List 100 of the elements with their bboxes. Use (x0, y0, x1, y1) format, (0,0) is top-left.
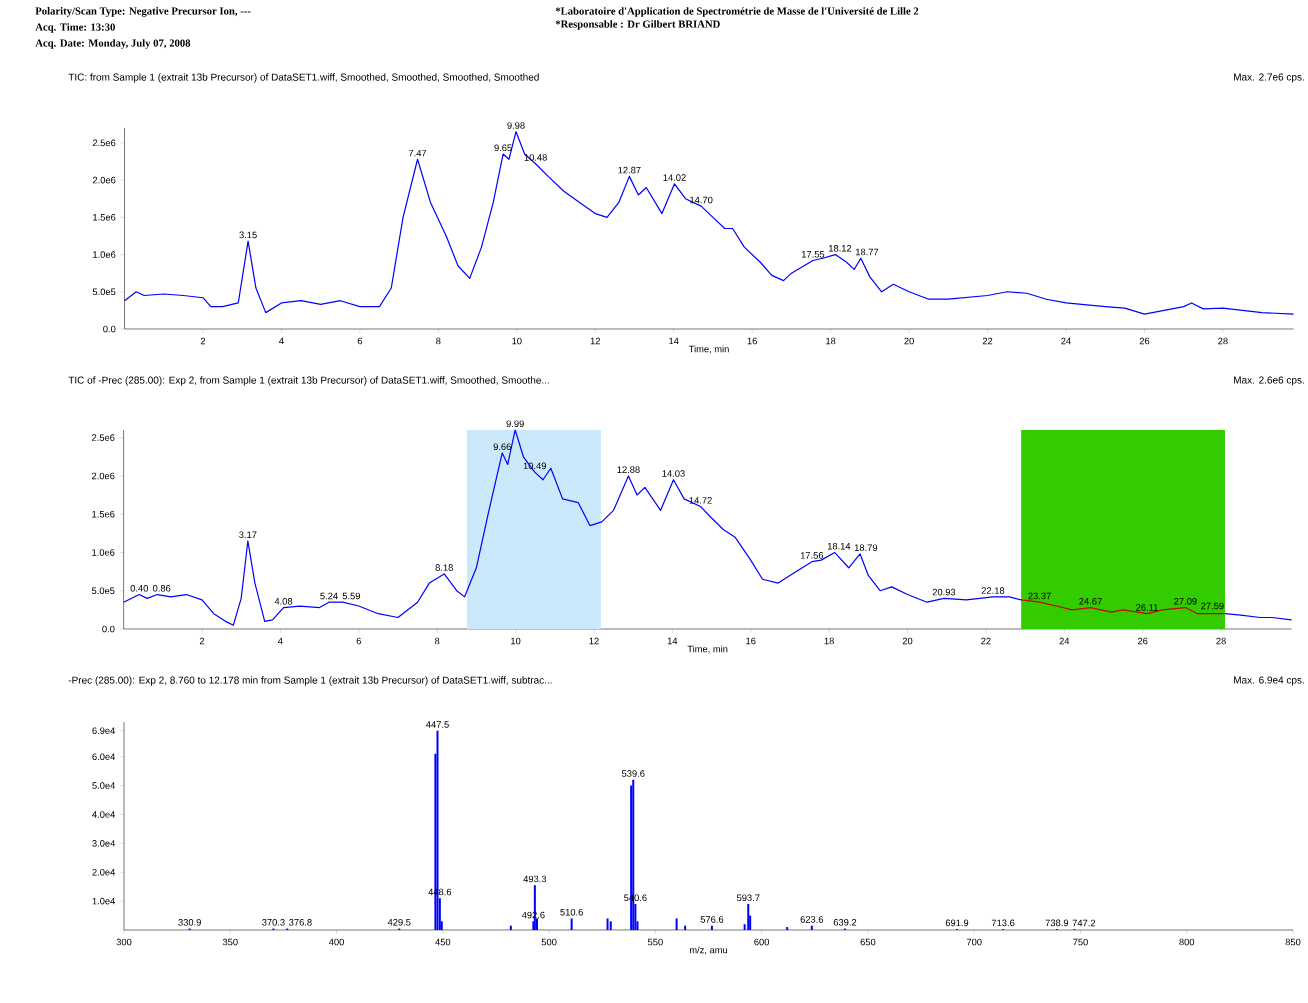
x-axis-title: Time, min (688, 345, 729, 354)
x-tick-label: 850 (1285, 938, 1301, 946)
bar (747, 904, 750, 930)
annotation: 713.6 (991, 919, 1015, 927)
chart-subtitle: Max. 2.7e6 cps. (1234, 73, 1304, 83)
x-tick-label: 750 (1073, 938, 1088, 946)
annotation: 14.72 (689, 497, 712, 504)
chart-title: -Prec (285.00): Exp 2, 8.760 to 12.178 min from Sample 1 (extrait 13b Precursor) of DataSET1.wiff, subtrac... (68, 676, 552, 686)
annotation: 14.03 (662, 470, 685, 477)
annotation: 593.7 (736, 894, 760, 902)
line-series (1020, 599, 1226, 615)
x-tick-label: 20 (902, 637, 913, 645)
bar (606, 918, 609, 930)
x-tick-label: 18 (826, 337, 836, 345)
x-tick-label: 700 (966, 938, 982, 946)
x-tick-label: 450 (435, 938, 451, 946)
x-tick-label: 24 (1061, 337, 1071, 345)
x-tick-label: 2 (200, 337, 206, 345)
x-tick-label: 22 (982, 337, 993, 345)
x-tick-label: 6 (357, 337, 363, 345)
x-tick-label: 400 (328, 938, 344, 946)
text: Acq. Time: 13:30 (35, 23, 115, 33)
x-tick-label: 14 (667, 637, 678, 645)
annotation: 510.6 (560, 908, 583, 916)
annotation: 623.6 (800, 916, 824, 923)
x-tick-label: 12 (590, 337, 600, 345)
x-tick-label: 300 (116, 938, 132, 946)
bar (609, 921, 612, 930)
x-tick-label: 4 (279, 337, 284, 345)
x-tick-label: 8 (434, 637, 440, 645)
chart-subtitle: Max. 6.9e4 cps. (1234, 676, 1304, 686)
x-tick-label: 550 (647, 938, 663, 946)
x-tick-label: 800 (1179, 938, 1195, 946)
y-tick-label: 5.0e4 (92, 782, 116, 789)
x-tick-label: 8 (436, 337, 441, 345)
annotation: 8.18 (435, 564, 453, 571)
annotation: 447.5 (426, 721, 449, 728)
annotation: 691.9 (945, 919, 969, 927)
y-tick-label: 1.5e6 (92, 510, 115, 518)
text: *Responsable : Dr Gilbert BRIAND (555, 20, 720, 30)
y-tick-label: 2.0e6 (92, 176, 116, 184)
y-tick-label: 1.0e6 (93, 251, 116, 258)
x-tick-label: 4 (278, 637, 283, 645)
annotation: 17.55 (802, 251, 825, 258)
x-tick-label: 18 (824, 637, 834, 645)
x-tick-label: 26 (1137, 637, 1148, 645)
chart-title: TIC of -Prec (285.00): Exp 2, from Sample 1 (extrait 13b Precursor) of DataSET1.wiff, Smoothed, Smoothe... (68, 376, 549, 386)
annotation: 18.79 (854, 544, 878, 552)
annotation: 3.17 (239, 531, 257, 539)
x-tick-label: 20 (904, 337, 914, 345)
y-tick-label: 2.0e4 (92, 868, 116, 876)
y-tick-label: 0.0 (103, 325, 116, 333)
annotation: 14.02 (663, 174, 686, 181)
bar (570, 918, 573, 930)
annotation: 639.2 (833, 919, 857, 926)
x-tick-label: 600 (754, 938, 770, 946)
chart-title: TIC: from Sample 1 (extrait 13b Precursor) of DataSET1.wiff, Smoothed, Smoothed, Smoothed, Smoothed (68, 73, 539, 83)
x-tick-label: 10 (512, 337, 522, 345)
annotation: 3.15 (239, 231, 257, 239)
annotation: 12.88 (617, 466, 640, 473)
annotation: 27.59 (1201, 602, 1224, 610)
annotation: 26.11 (1136, 604, 1158, 611)
annotation: 9.65 (494, 144, 512, 152)
y-tick-label: 1.5e6 (93, 214, 116, 221)
annotation: 24.67 (1079, 598, 1102, 605)
x-tick-label: 22 (981, 637, 991, 645)
x-tick-label: 350 (222, 938, 238, 946)
annotation: 18.77 (856, 248, 879, 256)
x-tick-label: 6 (356, 637, 361, 645)
annotation: 4.08 (274, 598, 293, 605)
line-series (123, 131, 1295, 315)
annotation: 539.6 (621, 770, 645, 777)
y-tick-label: 6.9e4 (92, 727, 116, 734)
annotation: 0.40 (130, 585, 148, 592)
annotation: 5.24 (320, 592, 338, 600)
annotation: 9.98 (507, 122, 525, 129)
bar (786, 927, 789, 930)
annotation: 14.70 (690, 196, 713, 204)
x-axis-title: m/z, amu (689, 946, 728, 955)
annotation: 5.59 (342, 592, 361, 600)
annotation: 330.9 (178, 919, 201, 926)
annotation: 370.3 (262, 919, 285, 926)
y-tick-label: 2.5e6 (92, 139, 116, 147)
x-tick-label: 26 (1139, 337, 1150, 345)
y-tick-label: 3.0e4 (92, 840, 116, 847)
annotation: 20.93 (932, 588, 956, 596)
x-tick-label: 500 (541, 938, 557, 946)
annotation: 23.37 (1028, 592, 1051, 600)
y-tick-label: 2.0e6 (92, 472, 115, 480)
y-tick-label: 5.0e5 (92, 288, 116, 296)
annotation: 27.09 (1174, 598, 1197, 605)
annotation: 0.86 (152, 585, 171, 592)
x-tick-label: 16 (746, 637, 756, 645)
bar (675, 918, 678, 930)
annotation: 747.2 (1072, 919, 1096, 927)
annotation: 18.14 (827, 542, 851, 550)
chart-subtitle: Max. 2.6e6 cps. (1234, 376, 1304, 386)
y-tick-label: 5.0e5 (91, 587, 115, 595)
y-tick-label: 1.0e6 (92, 549, 115, 556)
x-tick-label: 16 (747, 337, 757, 345)
